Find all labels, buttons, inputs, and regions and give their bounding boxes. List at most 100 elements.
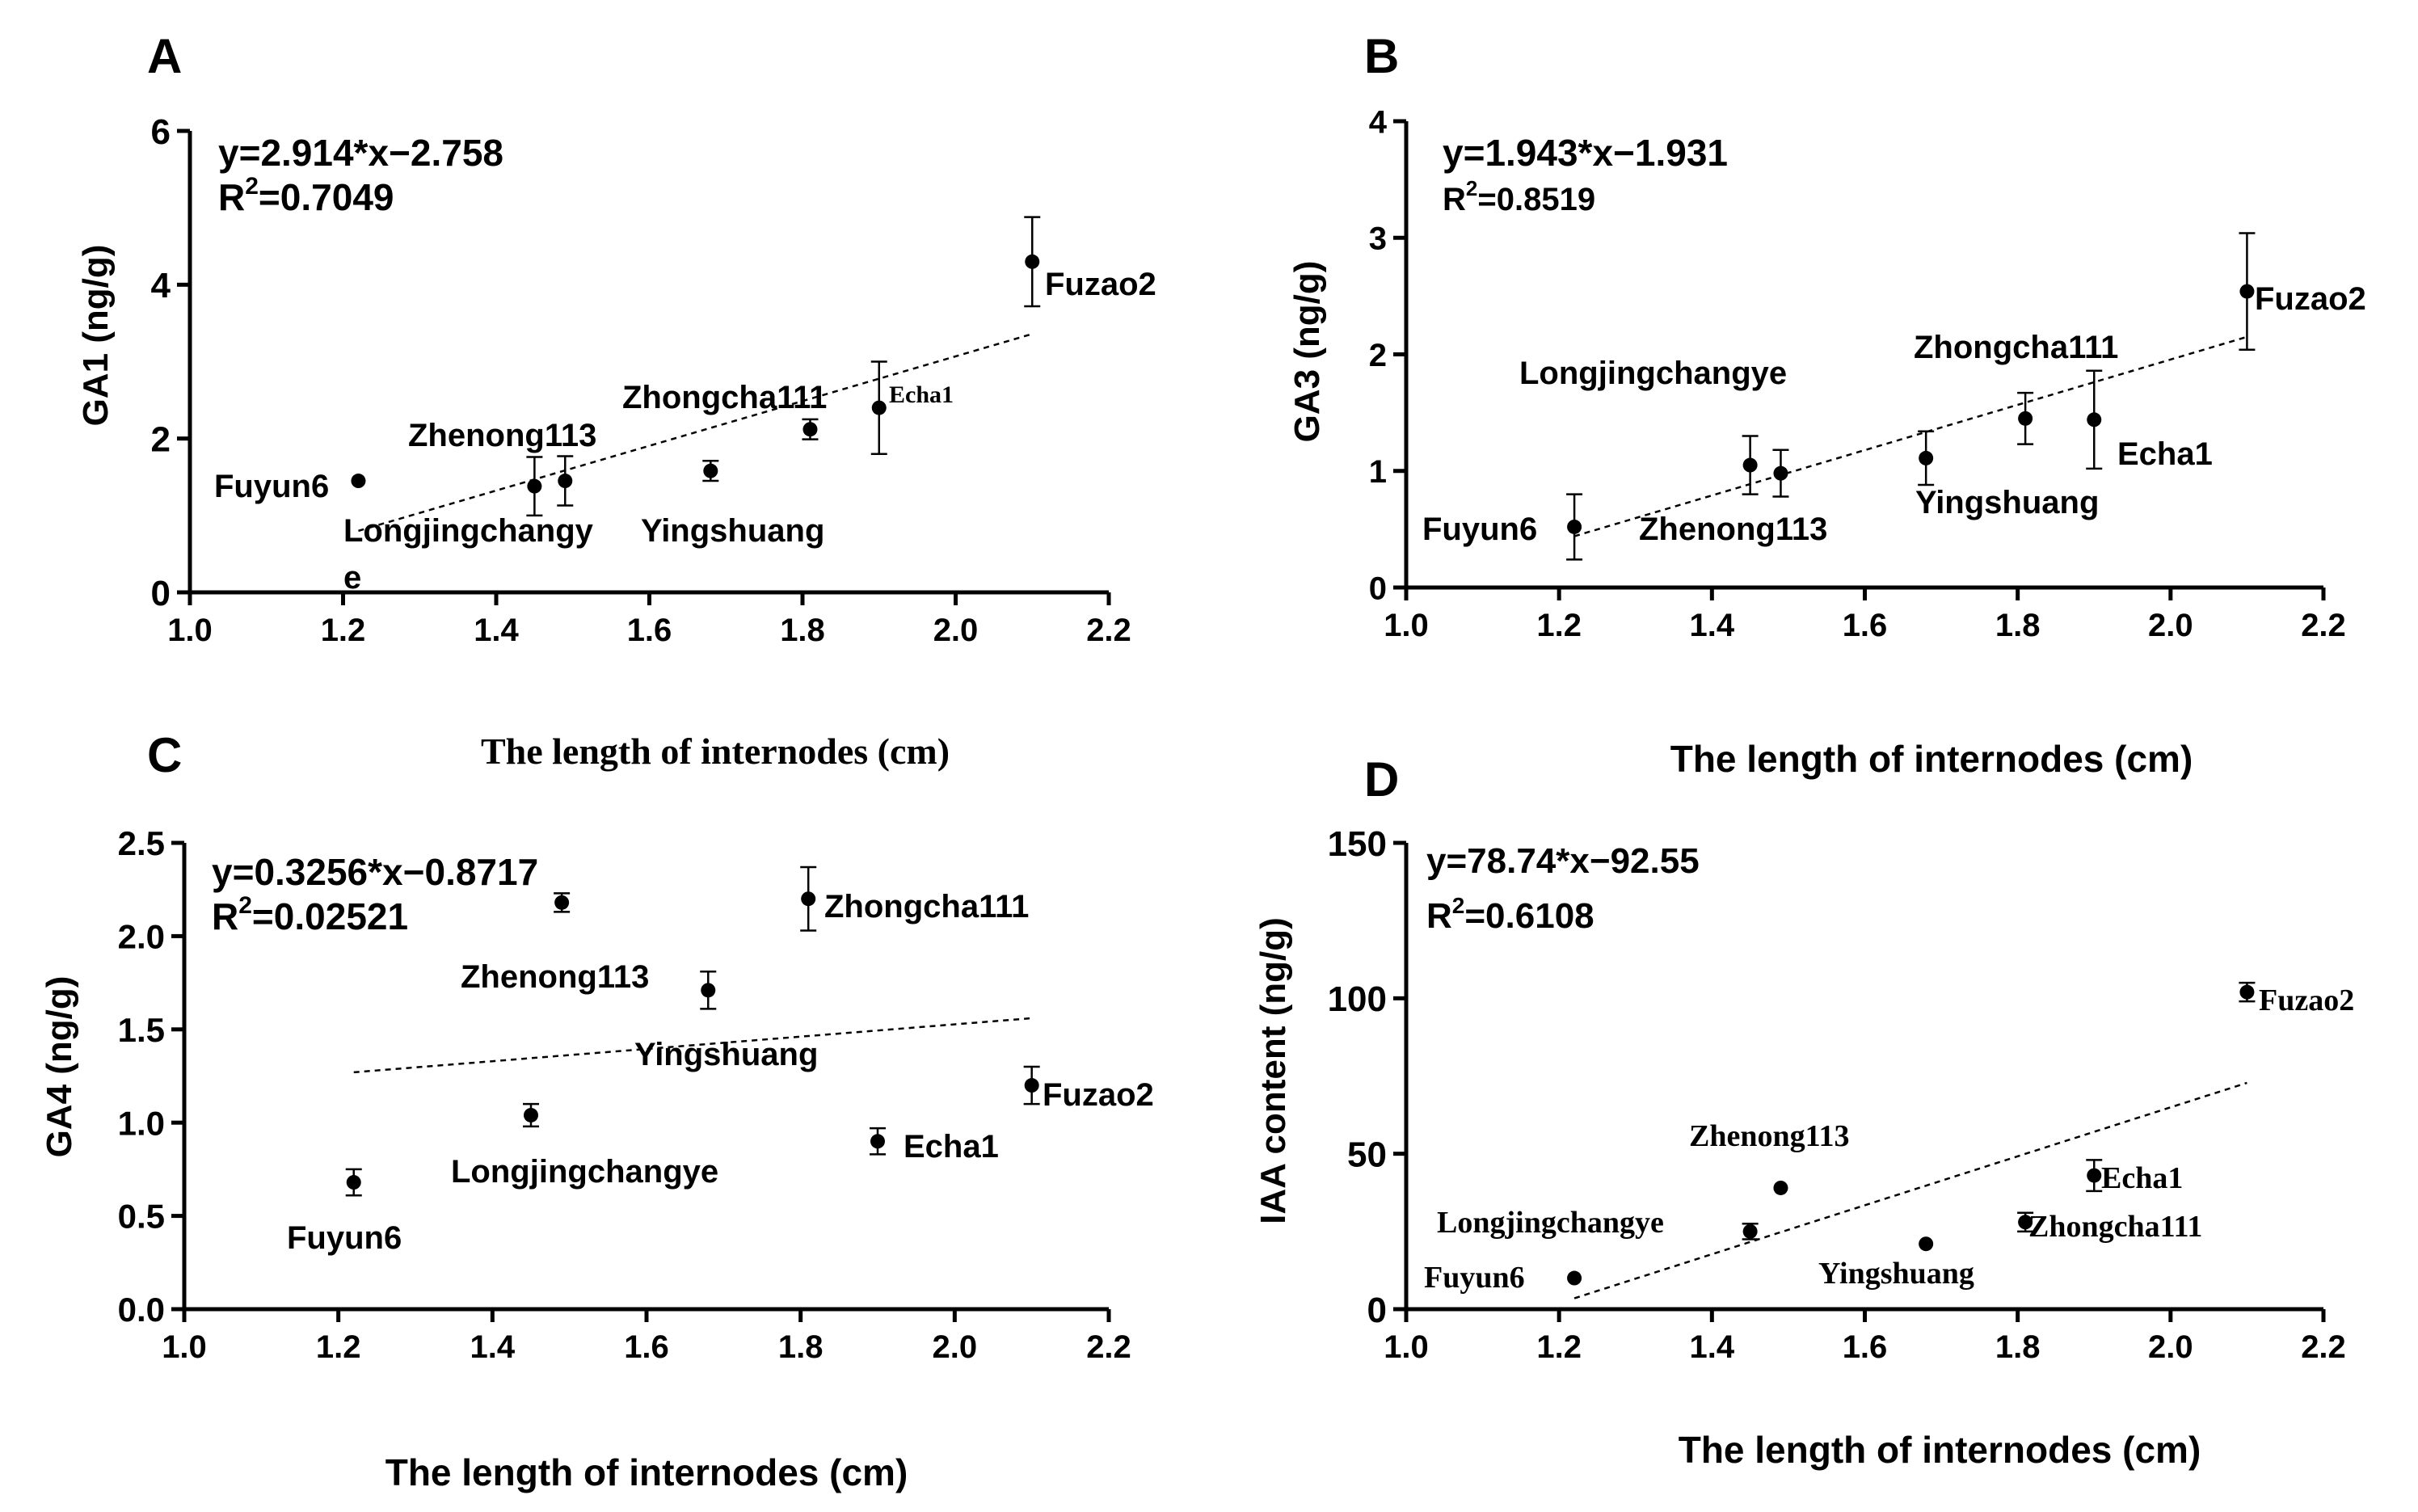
data-point-zhongcha111 [802,422,818,437]
data-point-longjingchangye [524,1107,538,1122]
x-tick-label: 1.8 [1995,608,2041,643]
y-axis-label: GA1 (ng/g) [76,245,116,427]
marks [1567,981,2256,1299]
point-label-longjingchangye: Longjingchangye [1437,1206,1664,1240]
x-tick-label: 1.0 [162,1329,207,1365]
x-tick-label: 1.2 [321,613,366,648]
panel-b: B y=1.943*x−1.931 R2=0.8519 GA3 (ng/g) T… [1287,29,2366,780]
data-point-zhongcha111 [2018,411,2033,426]
x-axis-label: The length of internodes (cm) [1670,738,2193,780]
x-tick-label: 1.6 [1843,608,1888,643]
y-tick-label: 2.5 [118,824,165,862]
data-point-longjingchangye [1742,1223,1758,1239]
y-tick-label: 4 [1369,104,1388,140]
y-tick-label: 2 [151,420,171,460]
data-point-fuyun6 [1567,1270,1582,1286]
x-tick-label: 2.2 [1086,1329,1131,1365]
data-point-zhenong113 [1773,465,1788,481]
x-axis-label: The length of internodes (cm) [1679,1429,2201,1471]
y-tick-label: 1.0 [118,1104,165,1142]
data-point-zhenong113 [1773,1180,1788,1195]
point-label-zhenong113: Zhenong113 [1689,1119,1850,1153]
point-label-zhongcha111: Zhongcha111 [1914,330,2118,365]
x-tick-label: 2.0 [2148,608,2193,643]
point-label-echa1: Echa1 [889,381,954,408]
r-squared: R2=0.7049 [218,173,394,218]
data-point-yingshuang [703,463,718,478]
axes: 1.0 1.2 1.4 1.6 1.8 2.0 2.2 0 50 100 150 [1328,824,2346,1365]
point-label-yingshuang: Yingshuang [1818,1257,1974,1291]
y-tick-label: 0.0 [118,1291,165,1329]
data-point-zhongcha111 [2018,1215,2033,1230]
data-point-yingshuang [1919,450,1934,465]
data-point-yingshuang [1919,1236,1934,1252]
data-point-echa1 [2087,1168,2102,1183]
data-point-fuzao2 [2239,284,2255,299]
panel-letter-c: C [147,728,182,782]
axes: 1.0 1.2 1.4 1.6 1.8 2.0 2.2 0 2 4 6 [151,112,1131,648]
data-point-fuzao2 [2239,984,2255,1000]
point-label-longjingchangye: Longjingchangye [451,1154,718,1190]
r-squared: R2=0.6108 [1426,893,1594,936]
y-axis-label: GA4 (ng/g) [40,976,79,1158]
y-tick-label: 0.5 [118,1198,165,1236]
panel-letter-b: B [1364,29,1399,83]
data-point-longjingchangye [1742,457,1758,473]
marks [1566,232,2256,561]
point-label-longjingchangye-wrap: e [343,560,361,596]
data-point-echa1 [2087,412,2102,427]
equation: y=78.74*x−92.55 [1426,841,1700,881]
x-axis-label: The length of internodes (cm) [481,731,950,772]
point-label-fuzao2: Fuzao2 [1043,1077,1154,1113]
x-tick-label: 1.6 [627,613,672,648]
data-point-fuzao2 [1025,254,1040,269]
x-tick-label: 2.2 [1086,613,1131,648]
point-label-echa1: Echa1 [2117,436,2213,472]
x-tick-label: 1.2 [1536,608,1582,643]
data-point-fuzao2 [1024,1078,1039,1093]
y-tick-label: 4 [151,266,171,305]
point-label-zhongcha111: Zhongcha111 [622,380,827,415]
equation: y=2.914*x−2.758 [218,132,503,174]
y-axis-label: GA3 (ng/g) [1287,261,1327,443]
y-tick-label: 2 [1369,338,1387,373]
r-squared: R2=0.8519 [1443,176,1595,217]
y-tick-label: 0 [151,574,171,613]
y-tick-label: 0 [1369,571,1387,606]
x-tick-label: 2.0 [2148,1329,2193,1365]
regression-line [1573,1081,2247,1299]
point-label-echa1: Echa1 [904,1129,999,1165]
x-tick-label: 1.8 [780,613,825,648]
point-label-longjingchangye: Longjingchangy [343,513,594,549]
y-tick-label: 0 [1367,1291,1387,1330]
x-tick-label: 1.0 [1384,1329,1429,1365]
data-point-fuyun6 [346,1175,361,1190]
panel-d: D y=78.74*x−92.55 R2=0.6108 IAA content … [1253,752,2354,1471]
y-tick-label: 6 [151,112,171,152]
panel-c: C y=0.3256*x−0.8717 R2=0.02521 GA4 (ng/g… [40,728,1154,1493]
panel-letter-d: D [1364,752,1399,807]
x-tick-label: 1.4 [470,1329,516,1365]
x-tick-label: 1.0 [1384,608,1429,643]
x-tick-label: 2.2 [2301,608,2346,643]
data-point-echa1 [871,400,887,415]
point-label-echa1: Echa1 [2101,1161,2183,1195]
x-tick-label: 1.8 [778,1329,824,1365]
point-label-fuzao2: Fuzao2 [2255,281,2366,317]
y-tick-label: 50 [1347,1135,1387,1175]
x-tick-label: 1.2 [1536,1329,1582,1365]
x-axis-label: The length of internodes (cm) [385,1451,908,1493]
point-label-fuyun6: Fuyun6 [1422,512,1537,547]
x-tick-label: 1.4 [1690,608,1735,643]
x-tick-label: 1.2 [316,1329,361,1365]
point-label-zhenong113: Zhenong113 [461,959,649,995]
x-tick-label: 1.4 [474,613,519,648]
equation: y=1.943*x−1.931 [1443,132,1728,174]
point-label-fuyun6: Fuyun6 [287,1220,402,1256]
marks [345,866,1040,1197]
x-tick-label: 1.8 [1995,1329,2041,1365]
x-tick-label: 1.4 [1690,1329,1735,1365]
y-tick-label: 1 [1369,454,1387,490]
axes: 1.0 1.2 1.4 1.6 1.8 2.0 2.2 0.0 0.5 1.0 1.5 2.0 2.5 [118,824,1131,1365]
equation: y=0.3256*x−0.8717 [212,851,538,893]
